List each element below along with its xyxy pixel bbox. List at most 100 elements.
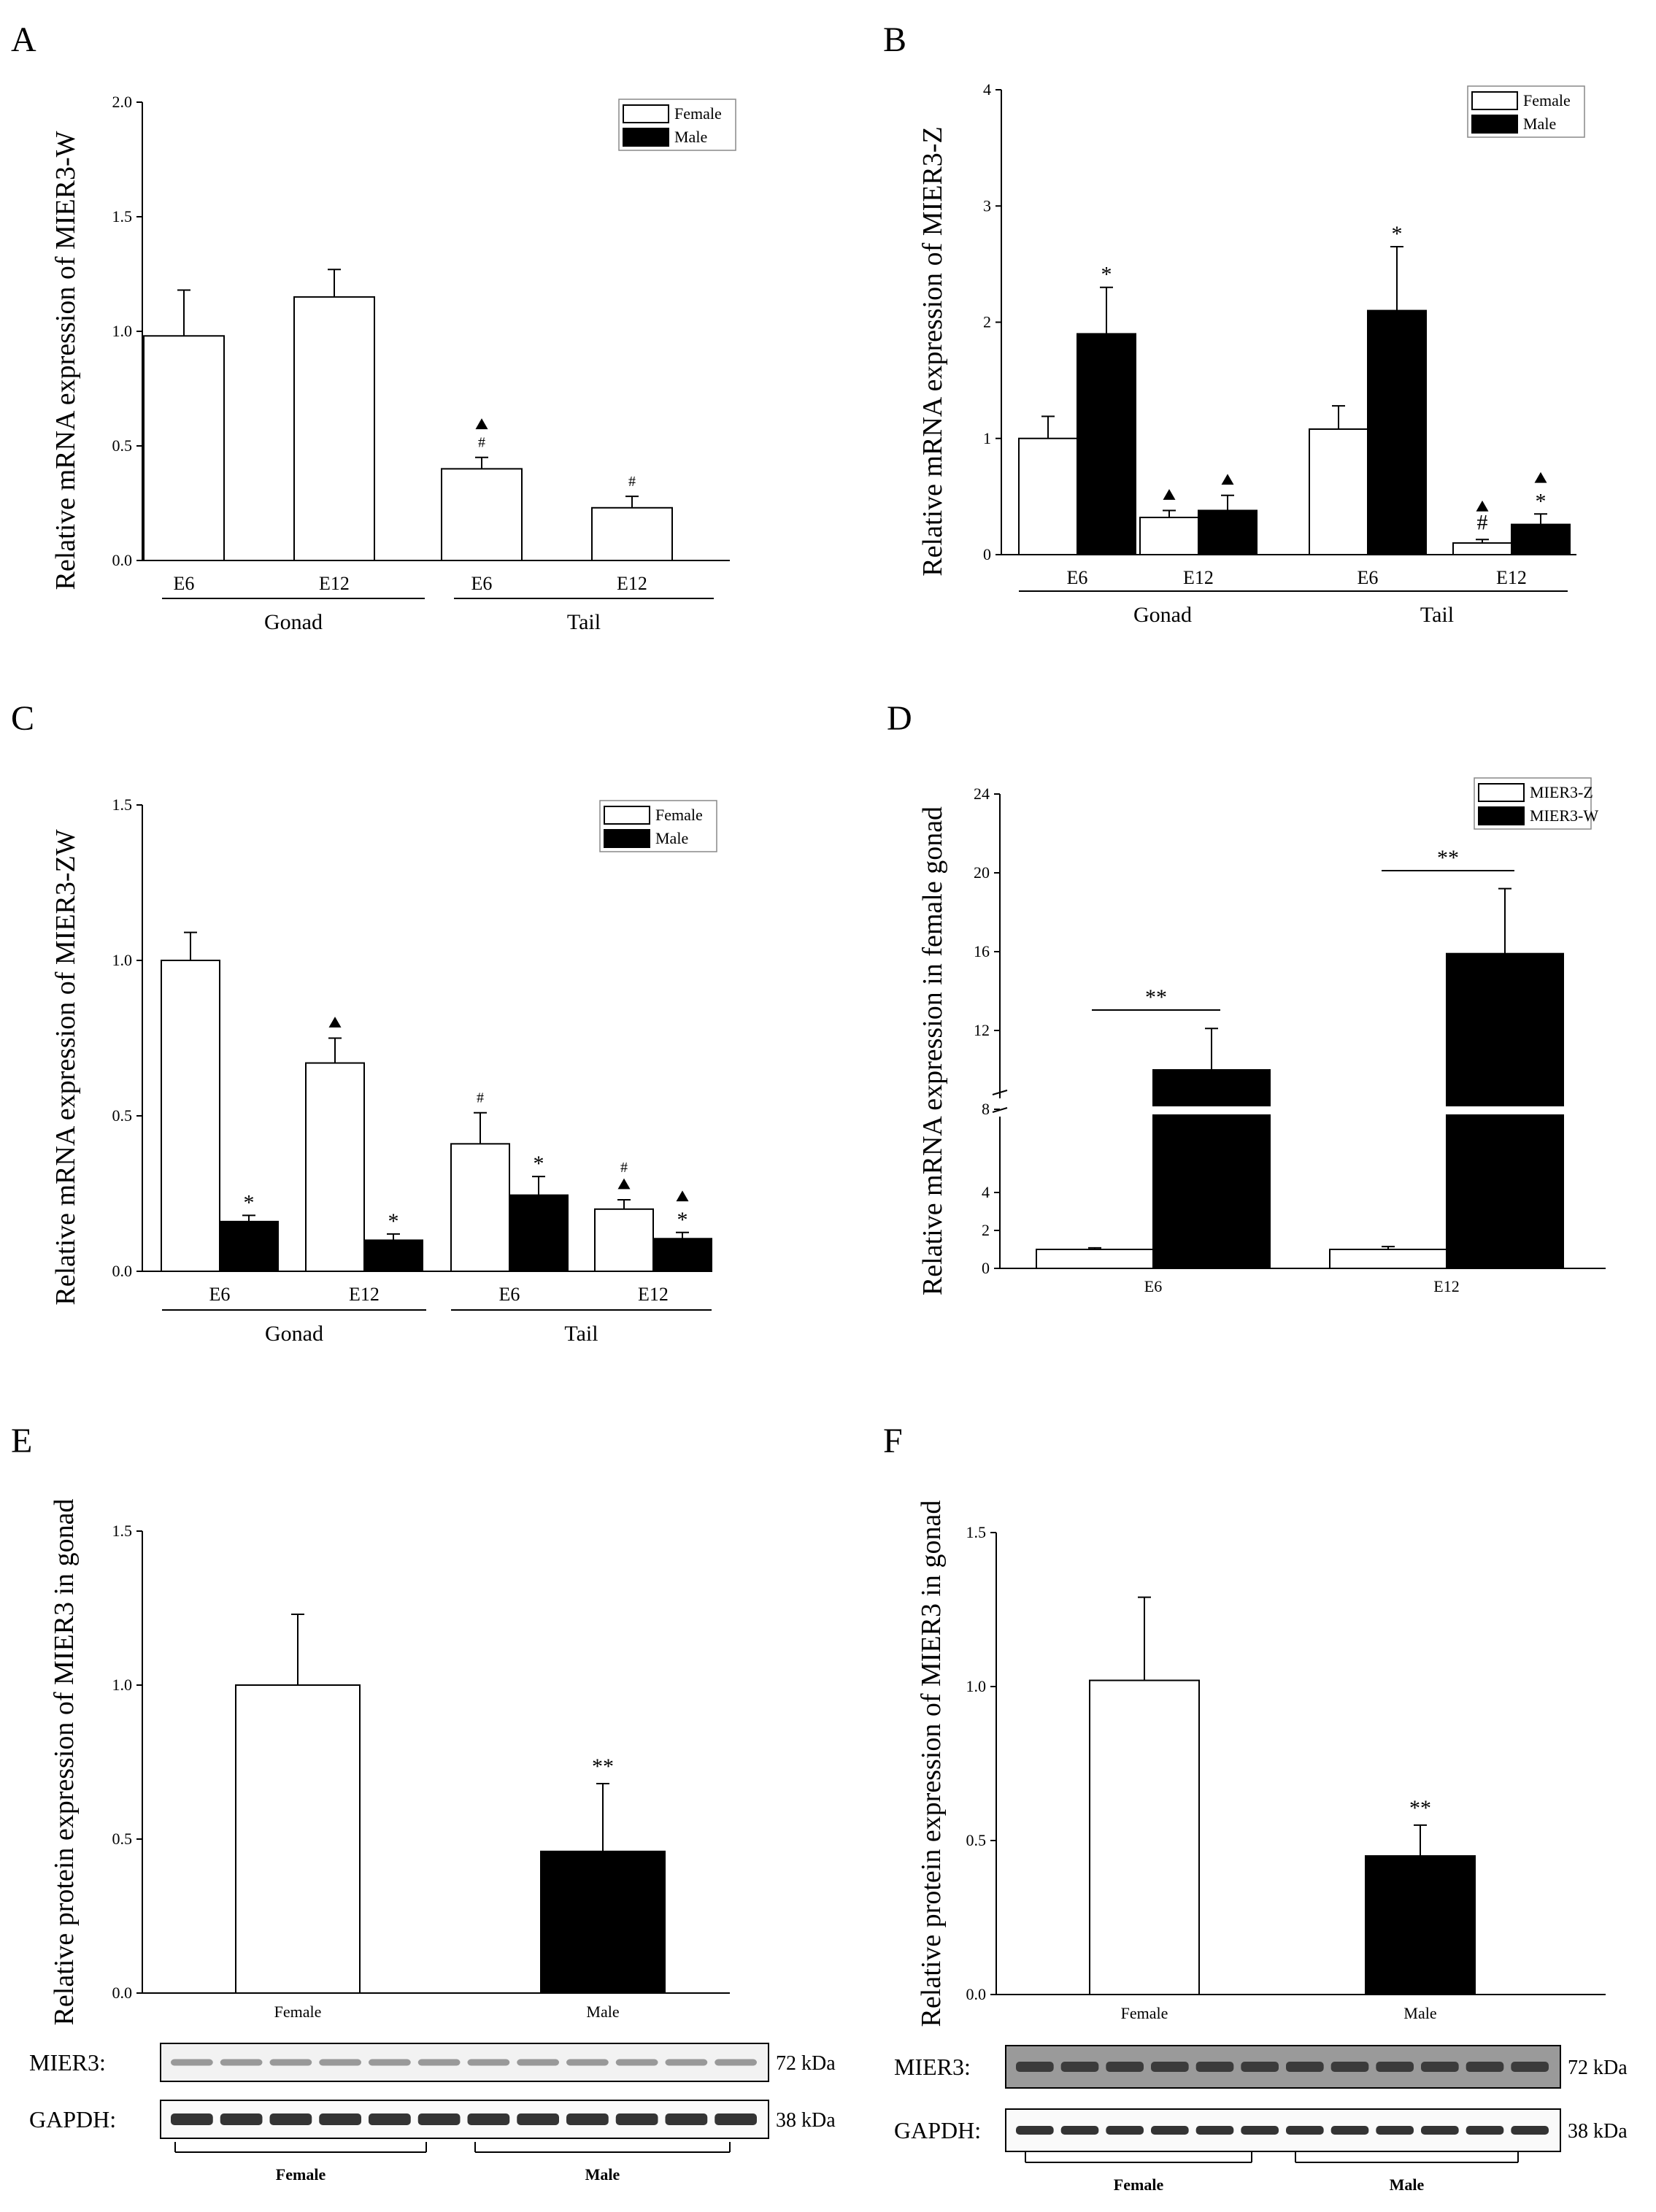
- significance-triangle: [676, 1190, 689, 1202]
- blot-band: [1466, 2062, 1504, 2072]
- panel-letter: E: [11, 1422, 32, 1460]
- legend-swatch: [1478, 783, 1525, 802]
- y-tick-label: 0.5: [112, 436, 133, 455]
- blot-band: [665, 2059, 708, 2066]
- female-bar: [293, 296, 375, 561]
- significance-triangle: [1476, 500, 1489, 512]
- x-category-label: E12: [1433, 1277, 1459, 1295]
- blot-band: [1241, 2062, 1279, 2072]
- male-bar: [1511, 523, 1571, 555]
- blot-band: [715, 2113, 757, 2125]
- y-axis-title: Relative protein expression of MIER3 in …: [916, 1500, 947, 2027]
- y-tick-label: 1: [983, 429, 991, 447]
- significance-star: *: [677, 1208, 688, 1232]
- significance-hash: #: [478, 435, 485, 451]
- male-bar: [1198, 509, 1258, 555]
- significance-hash: #: [628, 474, 636, 490]
- y-axis-title: Relative mRNA expression of MIER3-W: [50, 131, 81, 590]
- female-bar: [594, 1208, 654, 1273]
- male-bar: [540, 1850, 666, 1994]
- y-tick-label: 4: [983, 80, 991, 99]
- blot-band: [1195, 2126, 1234, 2135]
- molecular-weight-label: 72 kDa: [1568, 2057, 1628, 2079]
- significance-triangle: [1163, 489, 1176, 500]
- legend-swatch: [1478, 806, 1525, 825]
- significance-triangle: [1221, 474, 1234, 485]
- blot-band: [1421, 2062, 1459, 2072]
- x-category-label: E12: [638, 1284, 669, 1305]
- blot-band: [220, 2113, 263, 2125]
- panel-letter: D: [887, 699, 912, 738]
- y-tick-label: 1.0: [112, 322, 133, 340]
- blot-band: [1016, 2062, 1054, 2072]
- blot-band: [1330, 2126, 1369, 2135]
- blot-band: [1421, 2126, 1459, 2135]
- female-bar: [143, 335, 225, 561]
- blot-band: [1016, 2126, 1054, 2135]
- y-tick-label: 1.5: [112, 795, 133, 814]
- group-label: Gonad: [264, 610, 323, 634]
- molecular-weight-label: 38 kDa: [776, 2109, 836, 2132]
- y-axis-title: Relative mRNA expression of MIER3-Z: [917, 126, 948, 576]
- legend-swatch: [604, 806, 650, 825]
- female-bar: [1139, 517, 1199, 555]
- x-category-label: E12: [1496, 567, 1527, 588]
- blot-band: [369, 2113, 411, 2125]
- y-tick-label: 0.5: [966, 1831, 987, 1849]
- significance-star: **: [1409, 1796, 1431, 1820]
- y-tick-label: 1.5: [112, 207, 133, 226]
- female-bar: [235, 1684, 361, 1994]
- female-bar: [1018, 437, 1078, 555]
- blot-band: [1466, 2126, 1504, 2135]
- blot-band: [417, 2113, 461, 2125]
- y-tick-label: 0.5: [112, 1830, 133, 1848]
- significance-hash: #: [477, 1090, 484, 1106]
- y-tick-label: 24: [974, 785, 990, 803]
- male-bar: [219, 1220, 279, 1272]
- female-bar: [1309, 428, 1368, 556]
- male-bar: [652, 1238, 712, 1273]
- blot-band: [467, 2113, 510, 2125]
- female-bar: [161, 960, 220, 1272]
- blot-row-label: GAPDH:: [29, 2106, 116, 2132]
- legend-label: Male: [674, 128, 707, 146]
- blot-row-label: MIER3:: [894, 2054, 971, 2080]
- x-category-label: E12: [617, 573, 647, 594]
- group-label: Tail: [1420, 603, 1454, 627]
- x-category-label: E6: [174, 573, 195, 594]
- female-bar: [1452, 542, 1512, 556]
- blot-group-label: Male: [1390, 2176, 1425, 2194]
- blot-band: [615, 2113, 658, 2125]
- y-tick-label: 2: [982, 1221, 990, 1239]
- panel-letter: F: [883, 1422, 903, 1460]
- y-tick-label: 12: [974, 1021, 990, 1039]
- y-tick-label: 0.0: [966, 1985, 987, 2003]
- blot-band: [1511, 2062, 1549, 2072]
- legend-label: Female: [1523, 91, 1571, 109]
- group-label: Tail: [567, 610, 601, 634]
- y-tick-label: 1.5: [966, 1523, 987, 1541]
- x-category-label: Female: [274, 2003, 322, 2021]
- significance-star: *: [534, 1152, 544, 1176]
- significance-star: **: [1437, 846, 1459, 870]
- blot-band: [1195, 2062, 1234, 2072]
- blot-band: [1330, 2062, 1369, 2072]
- female-bar: [1089, 1679, 1200, 1996]
- blot-band: [1106, 2062, 1144, 2072]
- male-bar: [1077, 333, 1136, 555]
- x-category-label: Male: [586, 2003, 619, 2021]
- y-tick-label: 0.0: [112, 1984, 133, 2002]
- legend-label: Female: [674, 104, 722, 123]
- y-tick-label: 1.0: [966, 1677, 987, 1695]
- female-bar: [450, 1143, 510, 1272]
- female-bar: [305, 1062, 365, 1272]
- blot-group-label: Female: [1114, 2176, 1164, 2194]
- blot-band: [417, 2059, 461, 2066]
- blot-row-label: GAPDH:: [894, 2117, 981, 2143]
- blot-band: [1151, 2062, 1189, 2072]
- blot-band: [566, 2113, 609, 2125]
- significance-hash: #: [620, 1160, 628, 1176]
- y-tick-label: 1.0: [112, 951, 133, 969]
- x-category-label: Female: [1121, 2004, 1168, 2022]
